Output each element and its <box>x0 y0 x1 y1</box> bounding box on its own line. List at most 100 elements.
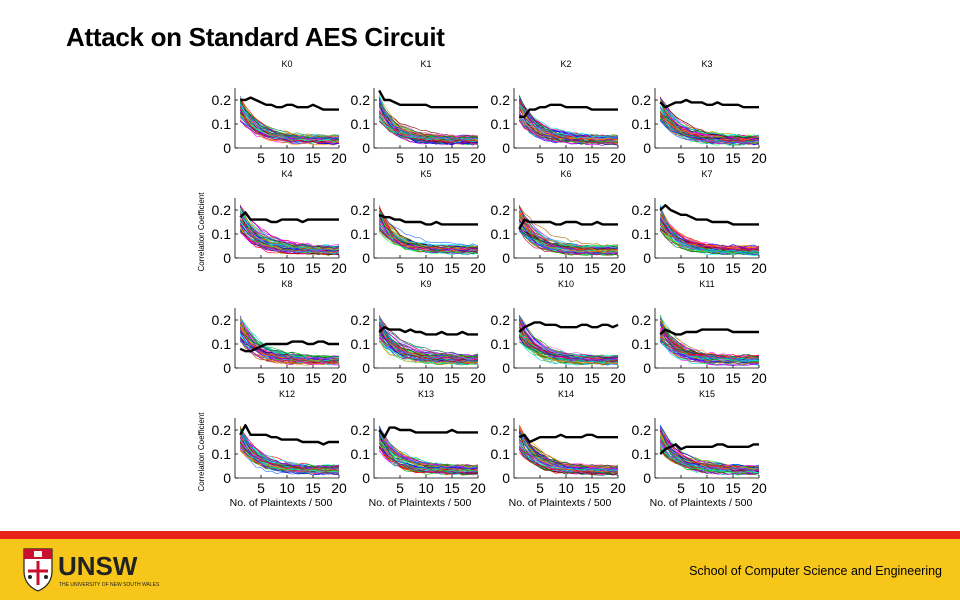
wrong-key-line <box>378 315 479 358</box>
wrong-key-line <box>378 435 479 469</box>
y-tick-label: 0.2 <box>632 312 652 328</box>
x-tick-label: 20 <box>610 150 626 166</box>
y-tick-label: 0 <box>223 360 231 376</box>
panel-title: K13 <box>418 389 434 399</box>
x-tick-label: 15 <box>444 150 460 166</box>
wrong-key-line <box>659 426 760 471</box>
x-tick-label: 10 <box>418 260 434 276</box>
x-tick-label: 20 <box>470 150 486 166</box>
wrong-key-line <box>378 318 479 357</box>
panel-title: K5 <box>420 169 431 179</box>
wrong-key-line <box>659 101 760 139</box>
x-tick-label: 10 <box>558 480 574 496</box>
correct-key-line <box>659 443 759 455</box>
wrong-key-line <box>239 225 340 256</box>
y-tick-label: 0 <box>643 140 651 156</box>
y-tick-label: 0.2 <box>351 422 371 438</box>
wrong-key-line <box>378 210 479 254</box>
wrong-key-line <box>518 212 619 252</box>
wrong-key-line <box>378 101 479 138</box>
wrong-key-line <box>519 336 619 363</box>
y-tick-label: 0.2 <box>491 422 511 438</box>
panel-k3: K3 0 0.1 0.2 5 10 15 20 <box>632 59 767 166</box>
y-tick-label: 0 <box>643 250 651 266</box>
wrong-key-line <box>378 103 479 142</box>
wrong-key-traces <box>518 94 619 146</box>
wrong-key-line <box>378 447 479 476</box>
correct-key-line <box>239 211 339 224</box>
y-tick-label: 0.2 <box>632 92 652 108</box>
wrong-key-line <box>239 430 340 472</box>
y-tick-label: 0.2 <box>212 422 232 438</box>
wrong-key-line <box>659 340 760 365</box>
y-tick-label: 0.1 <box>632 446 652 462</box>
wrong-key-traces <box>239 95 340 146</box>
x-tick-label: 10 <box>279 480 295 496</box>
logo-wordmark: UNSW <box>58 551 138 581</box>
wrong-key-line <box>378 329 479 363</box>
x-tick-label: 10 <box>558 150 574 166</box>
wrong-key-line <box>518 227 619 256</box>
wrong-key-line <box>239 223 340 254</box>
y-tick-label: 0.1 <box>632 226 652 242</box>
x-tick-label: 5 <box>257 150 265 166</box>
y-tick-label: 0.1 <box>632 116 652 132</box>
x-tick-label: 5 <box>257 370 265 386</box>
correct-key-line <box>518 433 618 444</box>
x-tick-label: 20 <box>610 260 626 276</box>
y-tick-label: 0 <box>223 140 231 156</box>
wrong-key-line <box>378 321 479 361</box>
wrong-key-line <box>659 112 760 144</box>
y-tick-label: 0.2 <box>491 312 511 328</box>
wrong-key-line <box>659 209 760 253</box>
y-tick-label: 0 <box>502 140 510 156</box>
wrong-key-line <box>239 98 340 142</box>
footer-red-stripe <box>0 531 960 539</box>
panel-k11: K11 0 0.1 0.2 5 10 15 20 <box>632 279 767 386</box>
y-tick-label: 0.2 <box>351 312 371 328</box>
wrong-key-traces <box>659 314 760 366</box>
panel-k6: K6 0 0.1 0.2 5 10 15 20 <box>491 169 626 276</box>
x-tick-label: 15 <box>305 370 321 386</box>
wrong-key-line <box>239 432 340 469</box>
wrong-key-line <box>659 120 760 144</box>
panel-k4: K4 0 0.1 0.2 5 10 15 20 <box>212 169 347 276</box>
x-tick-label: 15 <box>305 480 321 496</box>
wrong-key-line <box>239 109 340 144</box>
wrong-key-line <box>518 331 619 364</box>
wrong-key-line <box>659 205 760 254</box>
y-tick-label: 0 <box>502 250 510 266</box>
y-tick-label: 0.1 <box>351 226 371 242</box>
wrong-key-line <box>378 226 479 251</box>
wrong-key-line <box>659 342 760 360</box>
wrong-key-line <box>378 210 479 247</box>
wrong-key-line <box>378 322 479 364</box>
wrong-key-line <box>239 317 340 362</box>
wrong-key-line <box>659 225 760 251</box>
panel-title: K3 <box>701 59 712 69</box>
wrong-key-line <box>518 99 619 143</box>
wrong-key-line <box>378 213 478 249</box>
y-tick-label: 0.2 <box>212 92 232 108</box>
y-tick-label: 0.1 <box>632 336 652 352</box>
x-tick-label: 10 <box>558 370 574 386</box>
wrong-key-line <box>239 441 340 472</box>
x-tick-label: 15 <box>444 480 460 496</box>
y-tick-label: 0 <box>362 360 370 376</box>
x-axis-label: No. of Plaintexts / 500 <box>230 497 333 509</box>
panel-k7: K7 0 0.1 0.2 5 10 15 20 <box>632 169 767 276</box>
wrong-key-line <box>239 445 340 476</box>
wrong-key-traces <box>659 425 760 476</box>
y-tick-label: 0.2 <box>351 92 371 108</box>
y-tick-label: 0 <box>502 360 510 376</box>
x-tick-label: 15 <box>725 260 741 276</box>
x-tick-label: 20 <box>470 480 486 496</box>
wrong-key-line <box>239 105 340 140</box>
y-tick-label: 0 <box>223 470 231 486</box>
wrong-key-line <box>659 328 760 358</box>
